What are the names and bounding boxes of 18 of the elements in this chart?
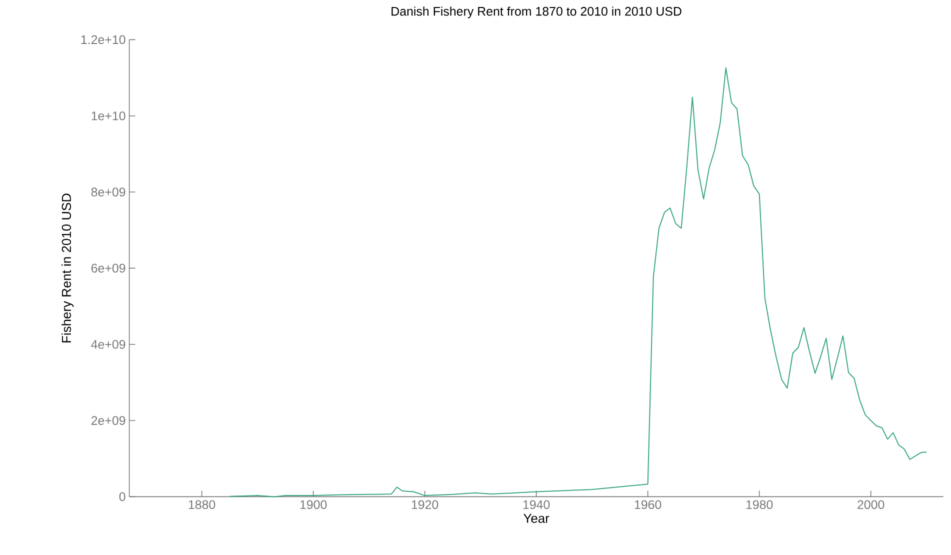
y-tick-label: 2e+09 [91,416,126,425]
y-tick-label: 4e+09 [91,340,126,349]
y-tick-label: 0 [119,492,126,502]
x-tick-label: 2000 [858,500,884,510]
x-axis-title: Year [524,514,550,523]
chart-title: Danish Fishery Rent from 1870 to 2010 in 2010 USD [392,6,682,18]
y-tick-label: 1.2e+10 [81,35,126,44]
x-tick-label: 1980 [746,500,773,510]
x-tick-label: 1940 [523,500,550,510]
line-series [229,67,928,498]
y-axis-title: Fishery Rent in 2010 USD [62,194,74,342]
x-tick-label: 1920 [412,500,438,510]
y-tick-label: 1e+10 [92,111,126,120]
x-tick-label: 1900 [300,500,327,510]
x-tick-label: 1880 [188,500,216,510]
x-tick-label: 1960 [634,500,662,510]
y-tick-label: 8e+09 [91,188,126,196]
y-tick-label: 6e+09 [91,264,126,273]
